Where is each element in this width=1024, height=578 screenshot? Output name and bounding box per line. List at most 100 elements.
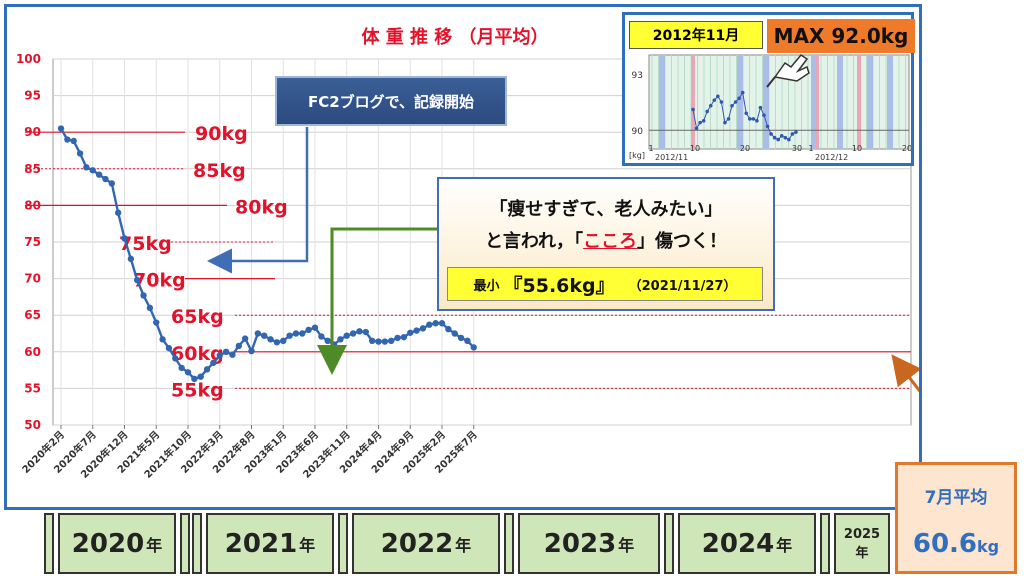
year-number: 2023 [543,528,617,559]
data-point [235,342,242,350]
data-point [445,325,452,333]
inset-x-tick-label: 1 [808,144,813,153]
inset-holiday-band [857,55,861,149]
data-point [254,330,262,337]
inset-month-caption: 2012/12 [815,153,848,162]
inset-data-point [705,109,709,114]
inset-data-point [733,100,738,104]
inset-unit-label: [kg] [629,151,645,160]
current-arrow [891,354,919,393]
data-point [76,150,84,157]
inset-x-tick-label: 10 [690,144,700,153]
data-point [388,337,395,345]
y-tick-label: 55 [24,381,41,395]
reference-label: 90kg [195,123,248,145]
data-point [165,344,173,352]
data-point [197,373,204,380]
inset-weekend-band [659,55,665,149]
inset-data-point [769,132,773,136]
current-month-value: 60.6kg [898,529,1014,559]
y-tick-label: 85 [24,162,41,176]
minimum-weight-box: 最小 『55.6kg』 （2021/11/27） [447,267,763,301]
data-point [394,334,401,342]
year-cell-2023: 2023 年 [518,513,660,574]
min-value: 『55.6kg』 [503,274,615,297]
data-point [184,369,192,376]
data-point [127,255,135,263]
data-point [261,332,268,339]
data-point [356,328,363,335]
year-number: 2020 [71,528,145,559]
inset-x-tick-label: 20 [740,144,750,153]
current-value-unit: kg [977,537,1000,556]
data-point [229,351,236,358]
inset-data-point [694,126,699,131]
fc2-start-callout: FC2ブログで、記録開始 [275,76,507,126]
data-point [89,167,96,174]
min-prefix: 最小 [473,278,500,294]
data-point [222,348,230,355]
y-tick-label: 70 [24,272,41,286]
x-axis: 2020年2月2020年7月2020年12月2021年5月2021年10月202… [19,425,480,481]
year-separator [192,513,202,574]
inset-data-point [708,103,713,108]
data-point [273,339,281,346]
quote-line-1: 「痩せすぎて、老人みたい」 [489,199,723,220]
inset-data-point [744,111,749,116]
fc2-arrow [207,127,309,274]
quote-line-2: と言われ，「こころ」傷つく！ [439,227,773,253]
y-tick-label: 95 [24,89,41,103]
data-point [102,175,109,183]
data-point [140,292,147,299]
data-point [172,355,179,362]
inset-data-point [730,103,734,108]
minimum-arrow [317,227,437,375]
inset-chart-2012: 93 90 [kg] 1 10 20 30 1 10 20 2012/11 2012/12 2012年… [622,12,915,166]
data-point [400,333,408,341]
inset-data-point [790,132,795,136]
pointing-hand-icon [766,54,810,88]
inset-x-tick-label: 1 [648,144,653,153]
reference-label: 80kg [235,196,288,218]
inset-data-point [776,137,780,142]
data-point [159,336,166,343]
year-suffix: 年 [146,535,163,555]
inset-data-point [740,90,745,95]
year-separator [44,513,54,574]
data-point [178,364,185,372]
inset-holiday-band [691,55,695,149]
inset-data-point [751,117,756,121]
quote-callout: 「痩せすぎて、老人みたい」 と言われ，「こころ」傷つく！ 最小 『55.6kg』… [437,177,775,311]
data-point [470,344,477,351]
data-point [241,335,249,342]
inset-data-point [794,130,798,134]
data-point [457,334,465,342]
inset-data-point [748,117,752,121]
data-point [305,326,312,334]
data-point [311,324,319,331]
inset-data-point [712,98,717,102]
data-point [318,333,325,340]
reference-label: 55kg [171,379,224,401]
quote-kokoro-word: こころ [583,231,638,252]
year-number: 2021 [224,528,298,559]
year-bar: 2020 年 2021 年 2022 年 2023 年 2024 年 2025 年 [44,513,890,574]
reference-label: 65kg [171,306,224,328]
year-number: 2025 [843,526,881,542]
data-point [413,327,420,334]
series-weight [57,125,477,383]
y-tick-label: 50 [24,418,41,432]
data-point [64,136,71,143]
data-point [83,164,90,171]
year-cell-2024: 2024 年 [678,513,816,574]
inset-x-tick-label: 20 [902,144,911,153]
inset-month-caption: 2012/11 [655,153,688,162]
inset-weekend-band [811,55,817,149]
data-point [280,337,287,345]
data-point [57,125,65,132]
year-separator [180,513,190,574]
data-point [349,330,357,337]
inset-x-tick-label: 30 [792,144,802,153]
data-point [426,321,433,328]
